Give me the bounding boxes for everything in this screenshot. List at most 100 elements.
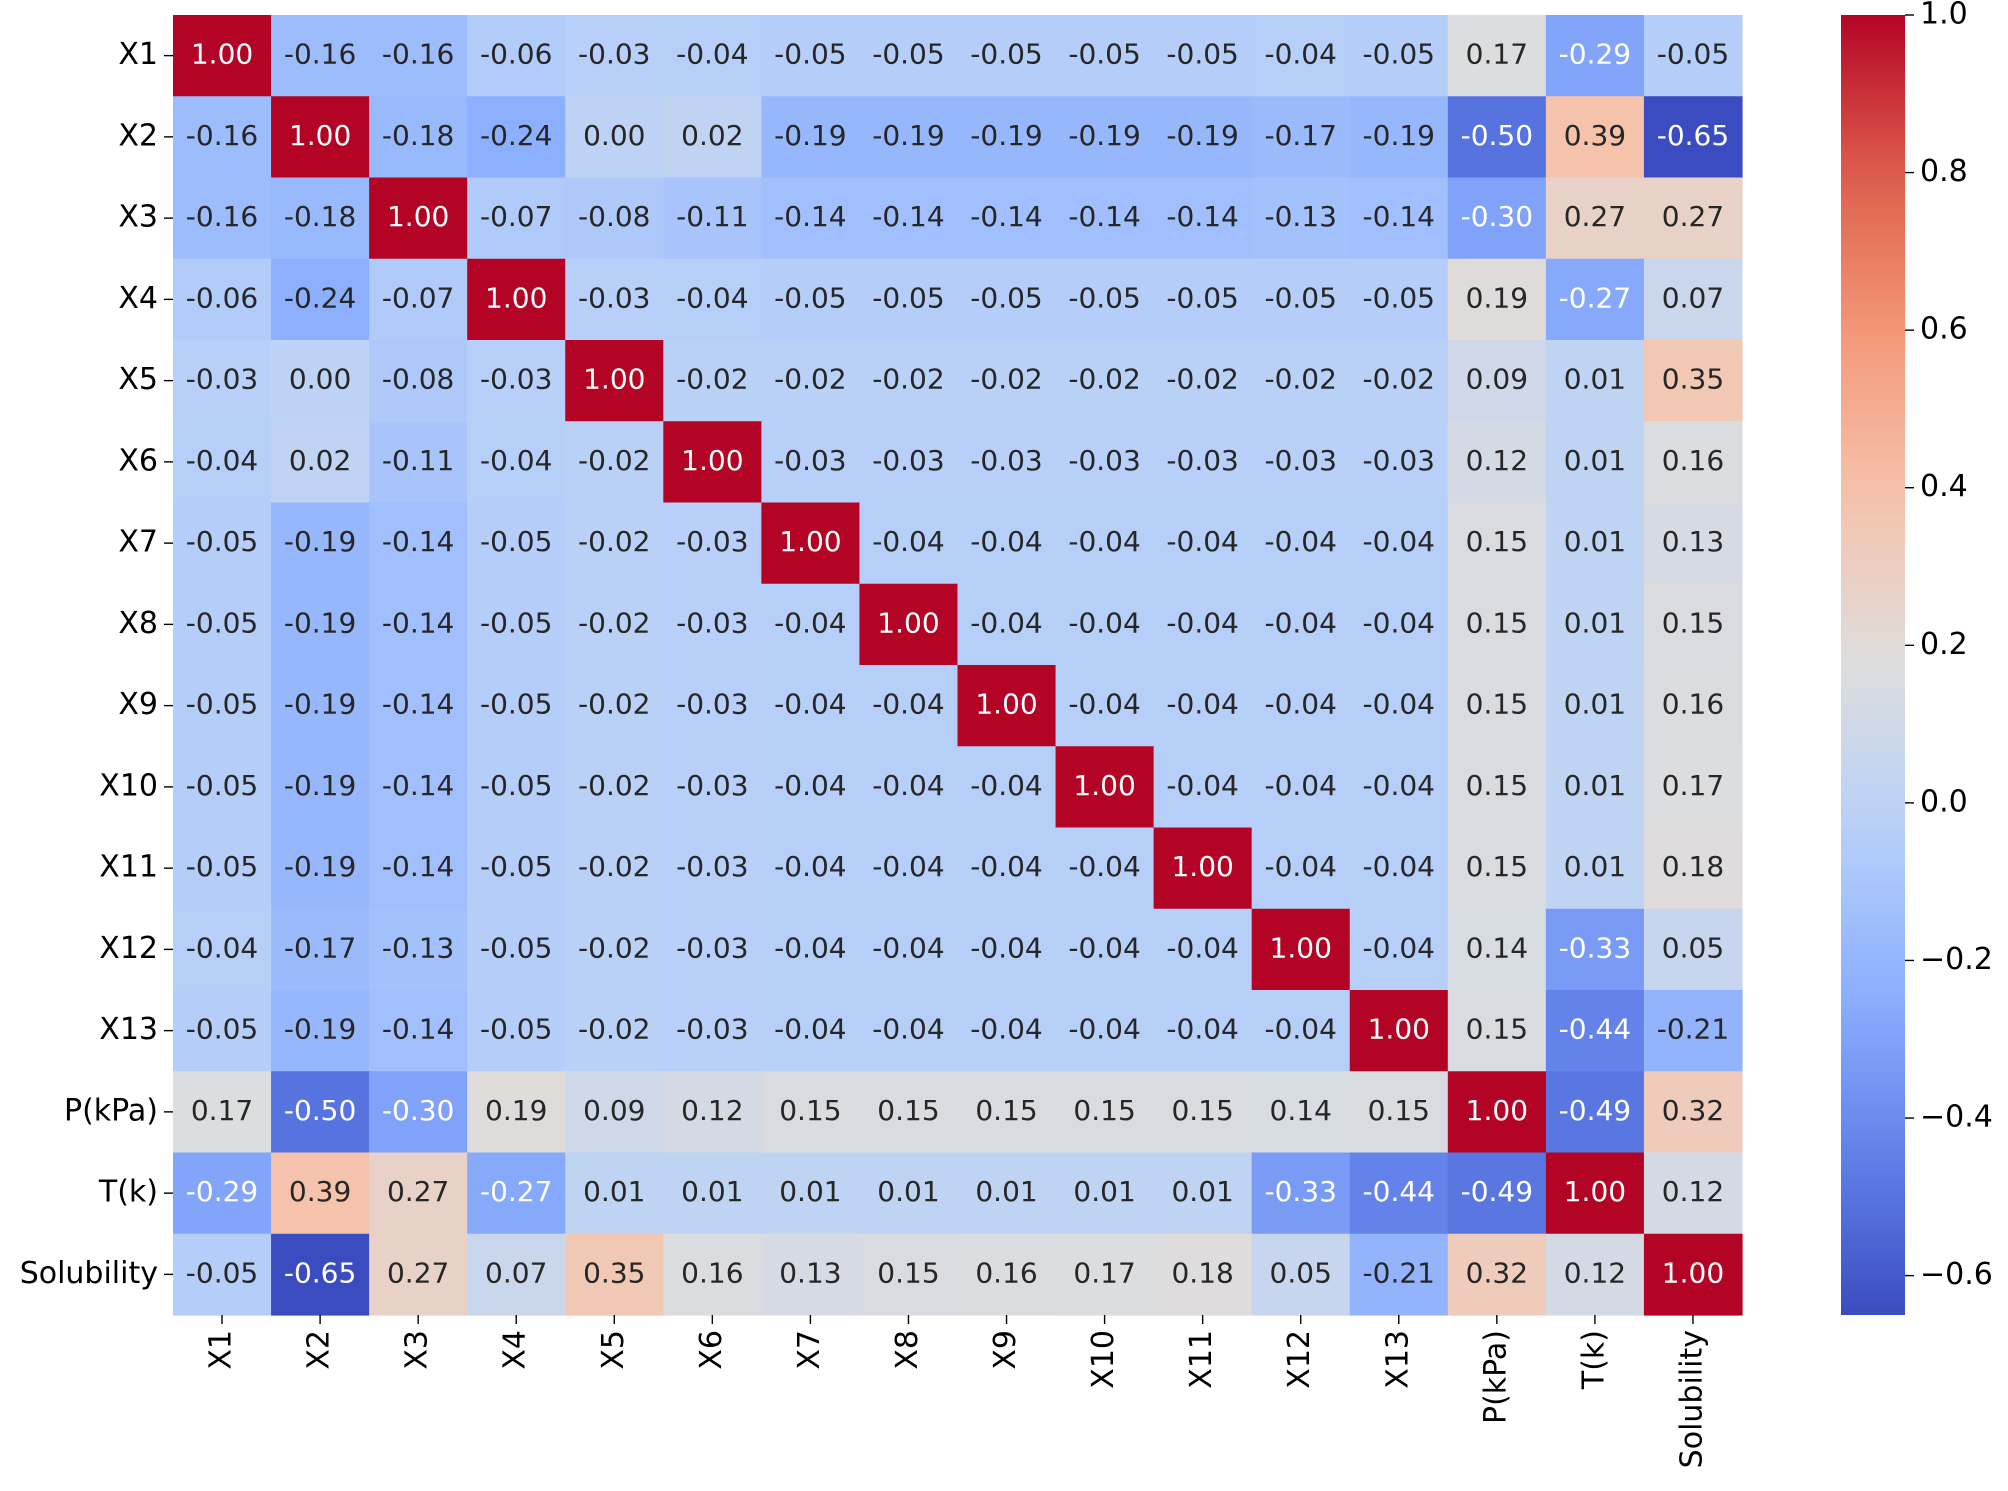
cell-label: -0.04 xyxy=(872,525,944,558)
heatmap-cell xyxy=(1251,502,1351,585)
heatmap-cell xyxy=(467,1233,566,1316)
heatmap-cell xyxy=(467,990,566,1072)
heatmap-cell xyxy=(663,827,762,910)
heatmap-cell xyxy=(859,15,959,97)
heatmap-cell xyxy=(1643,177,1743,260)
heatmap-cell xyxy=(369,421,468,504)
cell-label: 1.00 xyxy=(1171,850,1233,883)
heatmap-cell xyxy=(663,746,762,829)
heatmap-cell xyxy=(467,1071,566,1154)
cell-label: -0.02 xyxy=(676,363,748,396)
cell-label: -0.14 xyxy=(1068,200,1140,233)
heatmap-cell xyxy=(761,1071,861,1154)
y-tick-label: X3 xyxy=(118,200,158,235)
heatmap-cell xyxy=(859,340,959,422)
cell-label: -0.04 xyxy=(1264,688,1336,721)
cell-label: -0.04 xyxy=(970,931,1042,964)
cell-label: -0.02 xyxy=(1363,363,1435,396)
heatmap-cell xyxy=(1545,258,1645,341)
cell-label: 1.00 xyxy=(387,200,449,233)
cell-label: -0.04 xyxy=(970,850,1042,883)
cell-label: 0.32 xyxy=(1662,1094,1724,1127)
heatmap-cell xyxy=(467,746,566,829)
y-tick-label: X12 xyxy=(99,931,158,966)
heatmap-cell xyxy=(1643,665,1743,747)
x-tick-label: X11 xyxy=(1184,1330,1219,1389)
heatmap-cell xyxy=(369,502,468,585)
cell-label: -0.65 xyxy=(284,1256,356,1289)
heatmap-cell xyxy=(1545,502,1645,585)
cell-label: 0.05 xyxy=(1662,931,1724,964)
cell-label: -0.03 xyxy=(676,850,748,883)
cell-label: -0.19 xyxy=(284,525,356,558)
heatmap-cell xyxy=(1447,502,1547,585)
cell-label: -0.50 xyxy=(284,1094,356,1127)
cell-label: -0.19 xyxy=(774,119,846,152)
heatmap-cell xyxy=(1055,1233,1155,1316)
cell-label: -0.29 xyxy=(1559,38,1631,71)
cell-label: -0.04 xyxy=(774,769,846,802)
cell-label: 0.16 xyxy=(681,1256,743,1289)
heatmap-cell xyxy=(1545,96,1645,179)
x-tick-label: X13 xyxy=(1380,1330,1415,1389)
heatmap-cell xyxy=(271,665,370,747)
cell-label: -0.14 xyxy=(1363,200,1435,233)
heatmap-cell xyxy=(1349,258,1449,341)
heatmap-cell xyxy=(1055,15,1155,97)
heatmap-cell xyxy=(1251,827,1351,910)
heatmap-cell xyxy=(859,502,959,585)
heatmap-cell xyxy=(565,583,664,666)
cell-label: 0.27 xyxy=(1662,200,1724,233)
cell-label: -0.05 xyxy=(480,769,552,802)
cell-label: 1.00 xyxy=(975,688,1037,721)
cell-label: -0.06 xyxy=(480,38,552,71)
heatmap-cell xyxy=(565,746,664,829)
cell-label: -0.02 xyxy=(578,931,650,964)
heatmap-cell xyxy=(1055,908,1155,991)
heatmap-cell xyxy=(957,340,1057,422)
cell-label: -0.19 xyxy=(1166,119,1238,152)
cell-label: -0.04 xyxy=(872,931,944,964)
heatmap-cell xyxy=(1349,177,1449,260)
cell-label: -0.04 xyxy=(186,444,258,477)
heatmap-cell xyxy=(957,502,1057,585)
cell-label: -0.19 xyxy=(1068,119,1140,152)
cell-label: 0.07 xyxy=(485,1256,547,1289)
cell-label: -0.05 xyxy=(186,606,258,639)
cell-label: -0.05 xyxy=(1264,281,1336,314)
heatmap-cell xyxy=(761,990,861,1072)
heatmap-cell xyxy=(369,1152,468,1235)
heatmap-cell xyxy=(1447,421,1547,504)
cell-label: 0.18 xyxy=(1662,850,1724,883)
heatmap-cell xyxy=(1055,665,1155,747)
cell-label: 0.01 xyxy=(877,1175,939,1208)
colorbar-tick-label: 0.2 xyxy=(1920,627,1968,662)
cell-label: 0.13 xyxy=(1662,525,1724,558)
heatmap-cell xyxy=(1545,908,1645,991)
heatmap-cell xyxy=(1349,96,1449,179)
heatmap-cell xyxy=(467,96,566,179)
x-tick-label: T(k) xyxy=(1576,1330,1611,1390)
heatmap-cell xyxy=(1251,583,1351,666)
cell-label: 0.15 xyxy=(1466,606,1528,639)
heatmap-cell xyxy=(369,1233,468,1316)
cell-label: -0.03 xyxy=(970,444,1042,477)
cell-label: 0.12 xyxy=(1564,1256,1626,1289)
heatmap-cell xyxy=(565,827,664,910)
heatmap-cell xyxy=(663,421,762,504)
x-tick-label: X9 xyxy=(988,1330,1023,1370)
cell-label: -0.03 xyxy=(1363,444,1435,477)
heatmap-cell xyxy=(565,1233,664,1316)
heatmap-cell xyxy=(369,583,468,666)
heatmap-cell xyxy=(565,1152,664,1235)
x-tick-label: X8 xyxy=(890,1330,925,1370)
colorbar-tick-label: 0.0 xyxy=(1920,784,1968,819)
heatmap-cell xyxy=(565,908,664,991)
heatmap-cell xyxy=(565,502,664,585)
colorbar-tick-label: −0.2 xyxy=(1920,942,1993,977)
heatmap-cell xyxy=(1643,258,1743,341)
cell-label: 0.15 xyxy=(1171,1094,1233,1127)
cell-label: 0.27 xyxy=(387,1256,449,1289)
heatmap-cell xyxy=(957,827,1057,910)
